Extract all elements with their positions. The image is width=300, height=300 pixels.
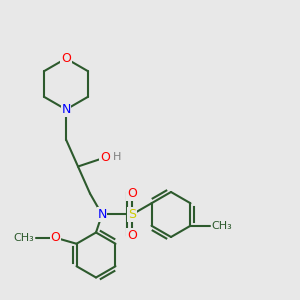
Text: H: H <box>112 152 121 163</box>
Text: O: O <box>127 187 137 200</box>
Text: CH₃: CH₃ <box>212 221 232 231</box>
Text: CH₃: CH₃ <box>14 233 34 243</box>
Text: N: N <box>97 208 107 221</box>
Text: O: O <box>100 151 110 164</box>
Text: O: O <box>127 229 137 242</box>
Text: N: N <box>61 103 71 116</box>
Text: O: O <box>61 52 71 65</box>
Text: S: S <box>128 208 136 221</box>
Text: O: O <box>51 231 61 244</box>
